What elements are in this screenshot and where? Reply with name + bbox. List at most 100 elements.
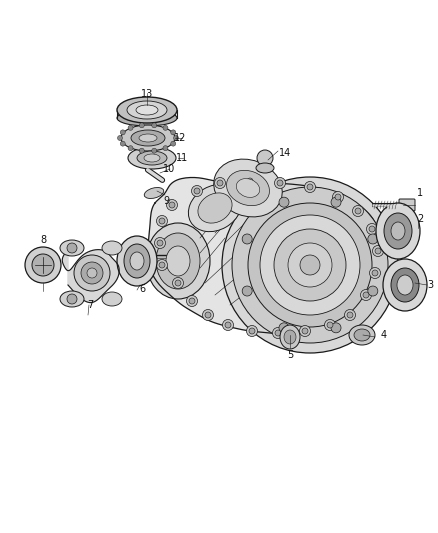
Circle shape (275, 330, 281, 336)
Text: 3: 3 (427, 280, 433, 290)
Ellipse shape (391, 268, 419, 302)
Circle shape (163, 146, 168, 151)
Circle shape (202, 310, 213, 320)
Circle shape (302, 328, 308, 334)
Circle shape (187, 295, 198, 306)
Text: 4: 4 (381, 330, 387, 340)
Ellipse shape (376, 203, 420, 259)
Ellipse shape (384, 213, 412, 249)
Circle shape (242, 286, 252, 296)
Ellipse shape (136, 105, 158, 115)
Circle shape (331, 323, 341, 333)
Ellipse shape (284, 330, 296, 344)
Ellipse shape (137, 151, 167, 165)
Circle shape (128, 125, 133, 131)
Circle shape (163, 125, 168, 131)
Ellipse shape (214, 159, 282, 217)
Circle shape (128, 146, 133, 151)
Ellipse shape (166, 246, 190, 276)
Circle shape (368, 286, 378, 296)
Circle shape (307, 184, 313, 190)
Circle shape (300, 255, 320, 275)
Ellipse shape (156, 233, 200, 289)
Ellipse shape (60, 291, 84, 307)
Circle shape (117, 135, 123, 141)
Ellipse shape (280, 325, 300, 349)
Circle shape (205, 312, 211, 318)
Ellipse shape (391, 222, 405, 240)
Text: 8: 8 (40, 235, 46, 245)
Ellipse shape (117, 97, 177, 123)
Circle shape (248, 203, 372, 327)
Circle shape (32, 254, 54, 276)
Ellipse shape (237, 179, 260, 197)
Circle shape (370, 268, 381, 279)
Ellipse shape (117, 110, 177, 126)
Circle shape (363, 292, 369, 298)
Circle shape (272, 327, 283, 338)
Circle shape (247, 326, 258, 336)
Circle shape (215, 177, 226, 189)
Circle shape (368, 234, 378, 244)
Text: 1: 1 (417, 188, 423, 198)
Circle shape (166, 199, 177, 211)
Circle shape (191, 185, 202, 197)
Circle shape (157, 240, 163, 246)
FancyBboxPatch shape (259, 156, 271, 168)
Circle shape (171, 130, 176, 135)
Ellipse shape (257, 150, 273, 166)
Circle shape (120, 141, 125, 146)
Ellipse shape (146, 223, 210, 299)
Ellipse shape (117, 236, 157, 286)
Ellipse shape (131, 130, 165, 146)
Circle shape (244, 175, 255, 187)
Circle shape (139, 123, 144, 128)
Circle shape (279, 323, 289, 333)
Ellipse shape (226, 171, 269, 206)
Circle shape (81, 262, 103, 284)
Text: 13: 13 (141, 89, 153, 99)
Text: 12: 12 (174, 133, 186, 143)
Circle shape (260, 215, 360, 315)
Circle shape (355, 208, 361, 214)
Circle shape (156, 260, 167, 271)
Circle shape (375, 248, 381, 254)
Circle shape (300, 326, 311, 336)
Circle shape (169, 202, 175, 208)
Circle shape (279, 197, 289, 207)
Circle shape (360, 289, 371, 301)
Circle shape (327, 322, 333, 328)
Circle shape (369, 226, 375, 232)
Circle shape (217, 180, 223, 186)
Ellipse shape (102, 292, 122, 306)
Ellipse shape (144, 154, 160, 162)
Circle shape (274, 229, 346, 301)
Circle shape (159, 218, 165, 224)
Circle shape (155, 238, 166, 248)
Ellipse shape (128, 147, 176, 169)
Ellipse shape (60, 240, 84, 256)
Circle shape (372, 270, 378, 276)
Circle shape (173, 135, 179, 141)
Ellipse shape (256, 163, 274, 173)
Circle shape (325, 319, 336, 330)
Circle shape (139, 148, 144, 153)
Circle shape (331, 197, 341, 207)
Circle shape (152, 148, 157, 153)
Text: 2: 2 (417, 214, 423, 224)
Circle shape (345, 310, 356, 320)
Circle shape (189, 298, 195, 304)
Circle shape (332, 191, 343, 203)
Circle shape (288, 243, 332, 287)
Ellipse shape (121, 125, 175, 151)
Circle shape (347, 312, 353, 318)
Circle shape (335, 194, 341, 200)
Circle shape (74, 255, 110, 291)
Circle shape (222, 177, 398, 353)
Circle shape (242, 234, 252, 244)
Circle shape (275, 177, 286, 189)
Circle shape (249, 328, 255, 334)
Ellipse shape (349, 325, 375, 345)
Circle shape (367, 223, 378, 235)
Circle shape (304, 182, 315, 192)
